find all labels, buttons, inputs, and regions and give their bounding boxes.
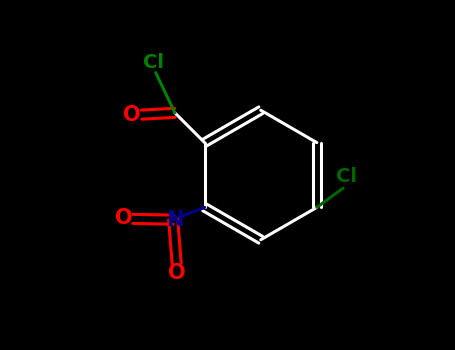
Text: N: N [166, 210, 184, 230]
Text: O: O [168, 263, 186, 283]
Text: O: O [123, 105, 141, 125]
Text: Cl: Cl [143, 52, 164, 72]
Text: Cl: Cl [336, 167, 357, 187]
Text: O: O [116, 208, 133, 228]
